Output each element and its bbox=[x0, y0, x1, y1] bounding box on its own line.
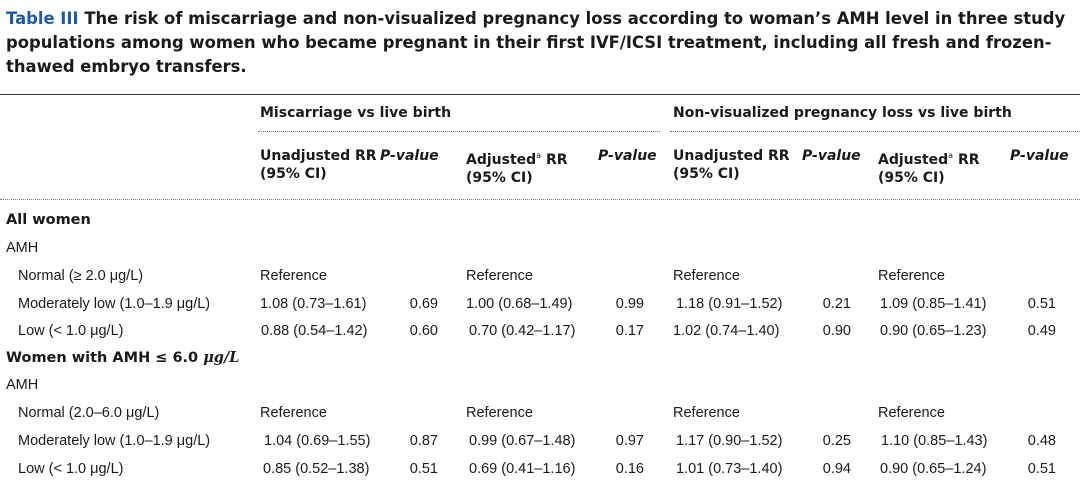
table-cell: Reference bbox=[878, 268, 945, 284]
table-cell: 0.25 bbox=[822, 433, 851, 449]
table-cell: 0.69 bbox=[409, 296, 438, 312]
section-title: All women bbox=[6, 212, 91, 228]
table-cell: 0.94 bbox=[822, 461, 851, 477]
table-caption: Table III The risk of miscarriage and no… bbox=[6, 7, 1074, 79]
table-cell: 0.49 bbox=[1027, 323, 1056, 339]
table-cell: 0.99 (0.67–1.48) bbox=[469, 433, 576, 449]
table-cell: 0.16 bbox=[615, 461, 644, 477]
table-cell: Reference bbox=[673, 268, 740, 284]
table-cell: 0.87 bbox=[409, 433, 438, 449]
table-cell: 0.70 (0.42–1.17) bbox=[469, 323, 576, 339]
row-label: Normal (2.0–6.0 μg/L) bbox=[18, 405, 160, 421]
row-label: Low (< 1.0 μg/L) bbox=[18, 461, 124, 477]
table-cell: 1.02 (0.74–1.40) bbox=[673, 323, 780, 339]
header-rule bbox=[0, 199, 1080, 200]
table-cell: 0.51 bbox=[409, 461, 438, 477]
row-label: Moderately low (1.0–1.9 μg/L) bbox=[18, 296, 211, 312]
section-title: Women with AMH ≤ 6.0 μg/L bbox=[6, 349, 240, 366]
table-cell: Reference bbox=[260, 268, 327, 284]
table-cell: 0.99 bbox=[615, 296, 644, 312]
table-cell: Reference bbox=[466, 405, 533, 421]
table-cell: 1.04 (0.69–1.55) bbox=[264, 433, 371, 449]
table-cell: 0.90 (0.65–1.24) bbox=[880, 461, 987, 477]
table-cell: 1.10 (0.85–1.43) bbox=[881, 433, 988, 449]
section-sublabel: AMH bbox=[6, 240, 39, 256]
row-label: Low (< 1.0 μg/L) bbox=[18, 323, 124, 339]
row-label: Normal (≥ 2.0 μg/L) bbox=[18, 268, 144, 284]
group-header-nonvisualized: Non-visualized pregnancy loss vs live bi… bbox=[673, 105, 1012, 121]
table-cell: 0.17 bbox=[615, 323, 644, 339]
table-cell: Reference bbox=[260, 405, 327, 421]
group-rule-miscarriage bbox=[258, 131, 660, 132]
col-header-p-value: P-value bbox=[598, 148, 657, 164]
col-header-adjusted-rr: Adjusteda RR (95% CI) bbox=[878, 151, 980, 186]
table-cell: 0.90 bbox=[822, 323, 851, 339]
table-cell: 0.90 (0.65–1.23) bbox=[880, 323, 987, 339]
table-cell: 0.21 bbox=[822, 296, 851, 312]
table-cell: 1.18 (0.91–1.52) bbox=[676, 296, 783, 312]
group-header-miscarriage: Miscarriage vs live birth bbox=[260, 105, 452, 121]
table-cell: 0.48 bbox=[1027, 433, 1056, 449]
col-header-adjusted-rr: Adjusteda RR (95% CI) bbox=[466, 151, 568, 186]
group-rule-nonvisualized bbox=[670, 131, 1080, 132]
table-cell: 0.85 (0.52–1.38) bbox=[263, 461, 370, 477]
table-cell: 1.09 (0.85–1.41) bbox=[880, 296, 987, 312]
table-cell: 0.51 bbox=[1027, 461, 1056, 477]
section-sublabel: AMH bbox=[6, 377, 39, 393]
row-label: Moderately low (1.0–1.9 μg/L) bbox=[18, 433, 211, 449]
table-cell: 0.69 (0.41–1.16) bbox=[469, 461, 576, 477]
table-cell: 1.08 (0.73–1.61) bbox=[260, 296, 367, 312]
table-cell: Reference bbox=[466, 268, 533, 284]
table-cell: 1.00 (0.68–1.49) bbox=[466, 296, 573, 312]
col-header-p-value: P-value bbox=[380, 148, 439, 164]
table-cell: 1.01 (0.73–1.40) bbox=[676, 461, 783, 477]
table-cell: 0.60 bbox=[409, 323, 438, 339]
col-header-unadjusted-rr: Unadjusted RR (95% CI) bbox=[260, 148, 377, 182]
table-cell: Reference bbox=[878, 405, 945, 421]
table-cell: 1.17 (0.90–1.52) bbox=[676, 433, 783, 449]
col-header-p-value: P-value bbox=[802, 148, 861, 164]
table-cell: 0.51 bbox=[1027, 296, 1056, 312]
top-rule bbox=[0, 94, 1080, 95]
table-cell: 0.97 bbox=[615, 433, 644, 449]
table-cell: Reference bbox=[673, 405, 740, 421]
caption-text: The risk of miscarriage and non-visualiz… bbox=[6, 9, 1066, 76]
table-label: Table III bbox=[6, 9, 79, 28]
col-header-p-value: P-value bbox=[1010, 148, 1069, 164]
col-header-unadjusted-rr: Unadjusted RR (95% CI) bbox=[673, 148, 790, 182]
table-cell: 0.88 (0.54–1.42) bbox=[261, 323, 368, 339]
